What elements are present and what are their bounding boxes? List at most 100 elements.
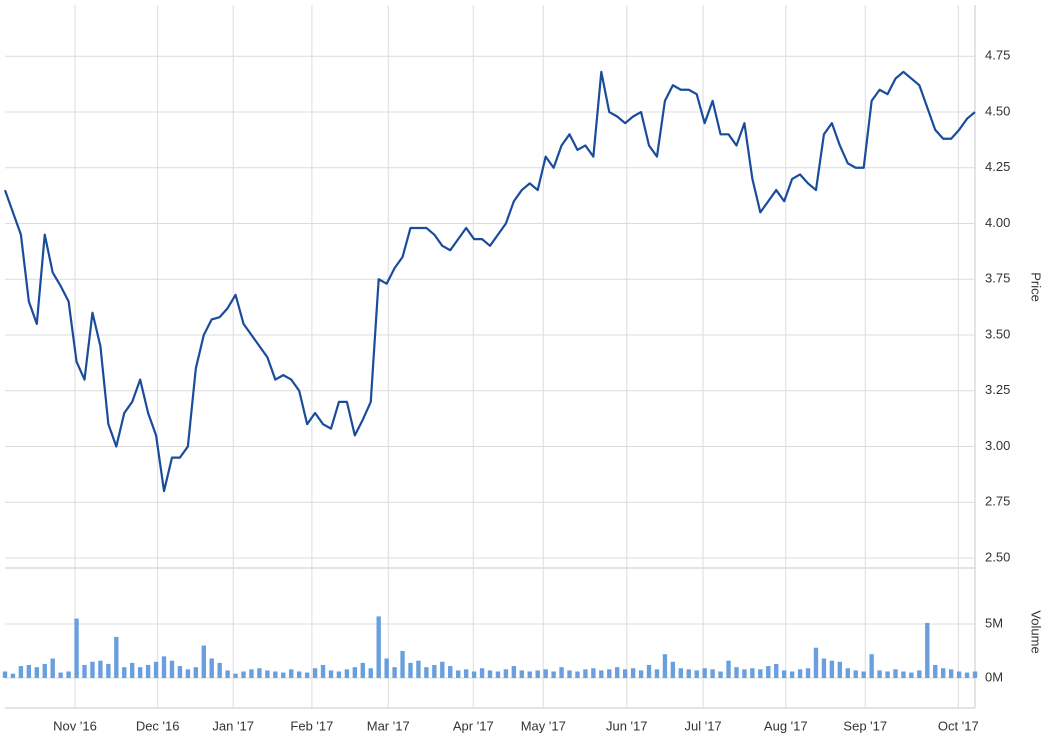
volume-bar bbox=[10, 673, 16, 678]
volume-bar bbox=[567, 670, 572, 678]
volume-bar bbox=[66, 671, 71, 678]
y-tick-label: 2.50 bbox=[985, 549, 1010, 564]
volume-bar bbox=[233, 673, 238, 678]
volume-bar bbox=[702, 668, 707, 678]
volume-bar bbox=[432, 664, 437, 678]
volume-bar bbox=[416, 660, 421, 678]
volume-bar bbox=[885, 671, 890, 678]
volume-bar bbox=[861, 671, 866, 678]
volume-bar bbox=[193, 667, 199, 678]
volume-bar bbox=[456, 670, 461, 678]
volume-bar bbox=[90, 661, 95, 678]
volume-bar bbox=[964, 672, 970, 678]
volume-bar bbox=[575, 671, 580, 678]
y-tick-label: 3.50 bbox=[985, 326, 1010, 341]
y-tick-label: 3.75 bbox=[985, 271, 1010, 286]
volume-bar bbox=[122, 667, 127, 678]
volume-bar bbox=[607, 669, 612, 678]
y-tick-label: 2.75 bbox=[985, 494, 1010, 509]
volume-bar bbox=[424, 667, 429, 678]
volume-bar bbox=[901, 671, 906, 678]
volume-bar bbox=[384, 658, 389, 678]
volume-bar bbox=[925, 622, 930, 678]
volume-bar bbox=[26, 664, 32, 678]
volume-bar bbox=[241, 671, 246, 678]
volume-bar bbox=[710, 669, 715, 678]
volume-bar bbox=[495, 671, 501, 678]
volume-bar bbox=[376, 616, 381, 678]
volume-bar bbox=[678, 668, 684, 678]
volume-bar bbox=[130, 662, 135, 678]
volume-bar bbox=[742, 669, 747, 678]
volume-bar bbox=[766, 666, 771, 678]
volume-bar bbox=[82, 664, 87, 678]
x-tick-label: Mar '17 bbox=[367, 718, 410, 733]
volume-bar bbox=[114, 636, 119, 678]
volume-bar bbox=[185, 669, 191, 678]
volume-bar bbox=[726, 660, 731, 678]
volume-bar bbox=[106, 663, 111, 678]
volume-bar bbox=[638, 670, 644, 678]
volume-bar bbox=[34, 667, 39, 678]
volume-bar bbox=[289, 669, 294, 678]
y-tick-label: 3.25 bbox=[985, 382, 1010, 397]
volume-bar bbox=[551, 671, 556, 678]
volume-bar bbox=[257, 668, 262, 678]
volume-bar bbox=[527, 671, 532, 678]
x-tick-label: Sep '17 bbox=[843, 718, 887, 733]
y-tick-label: 4.50 bbox=[985, 103, 1010, 118]
x-tick-label: Nov '16 bbox=[53, 718, 97, 733]
volume-bar bbox=[956, 671, 962, 678]
volume-bar bbox=[877, 670, 882, 678]
x-tick-label: Jan '17 bbox=[212, 718, 254, 733]
volume-bar bbox=[718, 671, 723, 678]
volume-bar bbox=[479, 668, 485, 678]
volume-bar bbox=[821, 658, 827, 678]
volume-bar bbox=[304, 672, 310, 678]
volume-bar bbox=[948, 669, 954, 678]
volume-bar bbox=[2, 671, 8, 678]
volume-bar bbox=[941, 668, 946, 678]
volume-bar bbox=[893, 669, 898, 678]
volume-bar bbox=[137, 667, 143, 678]
volume-bar bbox=[217, 662, 222, 678]
volume-bar bbox=[360, 662, 365, 678]
volume-bar bbox=[58, 672, 63, 678]
y-tick-label: 4.25 bbox=[985, 159, 1010, 174]
volume-bar bbox=[209, 658, 214, 678]
volume-bar bbox=[440, 661, 445, 678]
x-tick-label: Jul '17 bbox=[684, 718, 721, 733]
volume-bar bbox=[201, 645, 206, 678]
x-tick-label: Feb '17 bbox=[290, 718, 333, 733]
volume-bar bbox=[646, 664, 652, 678]
volume-bar bbox=[734, 667, 739, 678]
volume-bar bbox=[320, 664, 326, 678]
volume-bar bbox=[471, 671, 477, 678]
volume-bar bbox=[583, 669, 588, 678]
volume-bar bbox=[797, 669, 803, 678]
x-tick-label: Dec '16 bbox=[136, 718, 180, 733]
x-tick-label: Apr '17 bbox=[453, 718, 494, 733]
volume-bar bbox=[789, 671, 795, 678]
volume-bar bbox=[615, 667, 620, 678]
volume-bar bbox=[312, 668, 318, 678]
volume-bar bbox=[511, 666, 517, 678]
volume-bar bbox=[845, 668, 850, 678]
y-tick-label: 4.75 bbox=[985, 48, 1010, 63]
volume-bar bbox=[917, 670, 922, 678]
volume-bar bbox=[805, 668, 811, 678]
volume-bar bbox=[662, 654, 668, 678]
volume-bar bbox=[622, 669, 628, 678]
volume-bar bbox=[487, 670, 493, 678]
volume-bar bbox=[145, 664, 151, 678]
y-tick-label: 0M bbox=[985, 669, 1003, 684]
volume-bar bbox=[408, 662, 413, 678]
volume-bar bbox=[933, 664, 938, 678]
volume-bar bbox=[670, 661, 676, 678]
volume-axis-title: Volume bbox=[1029, 610, 1044, 653]
volume-bar bbox=[591, 668, 596, 678]
volume-bar bbox=[694, 670, 699, 678]
volume-bar bbox=[18, 666, 24, 678]
volume-bar bbox=[972, 671, 978, 678]
x-tick-label: Aug '17 bbox=[764, 718, 808, 733]
